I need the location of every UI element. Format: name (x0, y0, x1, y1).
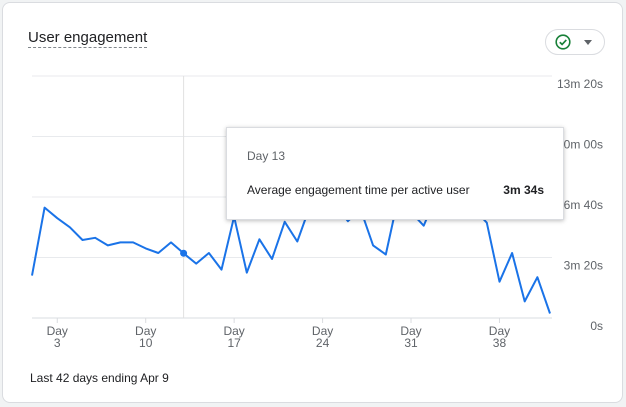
y-tick-label: 3m 20s (564, 259, 603, 273)
tooltip-metric-label: Average engagement time per active user (247, 183, 470, 197)
x-tick-label: Day (312, 324, 333, 338)
x-tick-label: 17 (227, 336, 241, 350)
y-tick-label: 6m 40s (564, 198, 603, 212)
x-tick-label: Day (223, 324, 244, 338)
x-tick-label: 24 (316, 336, 330, 350)
y-tick-label: 10m 00s (557, 138, 603, 152)
tooltip-metric-value: 3m 34s (503, 183, 544, 197)
data-point (180, 249, 188, 257)
x-tick-label: Day (400, 324, 421, 338)
date-range-label: Last 42 days ending Apr 9 (30, 371, 169, 385)
x-tick-label: 3 (54, 336, 61, 350)
x-tick-label: Day (47, 324, 68, 338)
x-tick-label: 10 (139, 336, 153, 350)
comparison-status-button[interactable] (545, 29, 605, 55)
x-tick-label: 38 (493, 336, 507, 350)
card-title[interactable]: User engagement (28, 29, 148, 48)
chart-tooltip: Day 13 Average engagement time per activ… (226, 127, 564, 220)
chevron-down-icon (584, 40, 592, 45)
x-tick-label: Day (135, 324, 156, 338)
x-tick-label: Day (489, 324, 510, 338)
y-tick-label: 0s (590, 319, 603, 333)
check-circle-icon (555, 34, 571, 50)
tooltip-day: Day 13 (247, 149, 286, 163)
y-tick-label: 13m 20s (557, 77, 603, 91)
x-tick-label: 31 (404, 336, 418, 350)
